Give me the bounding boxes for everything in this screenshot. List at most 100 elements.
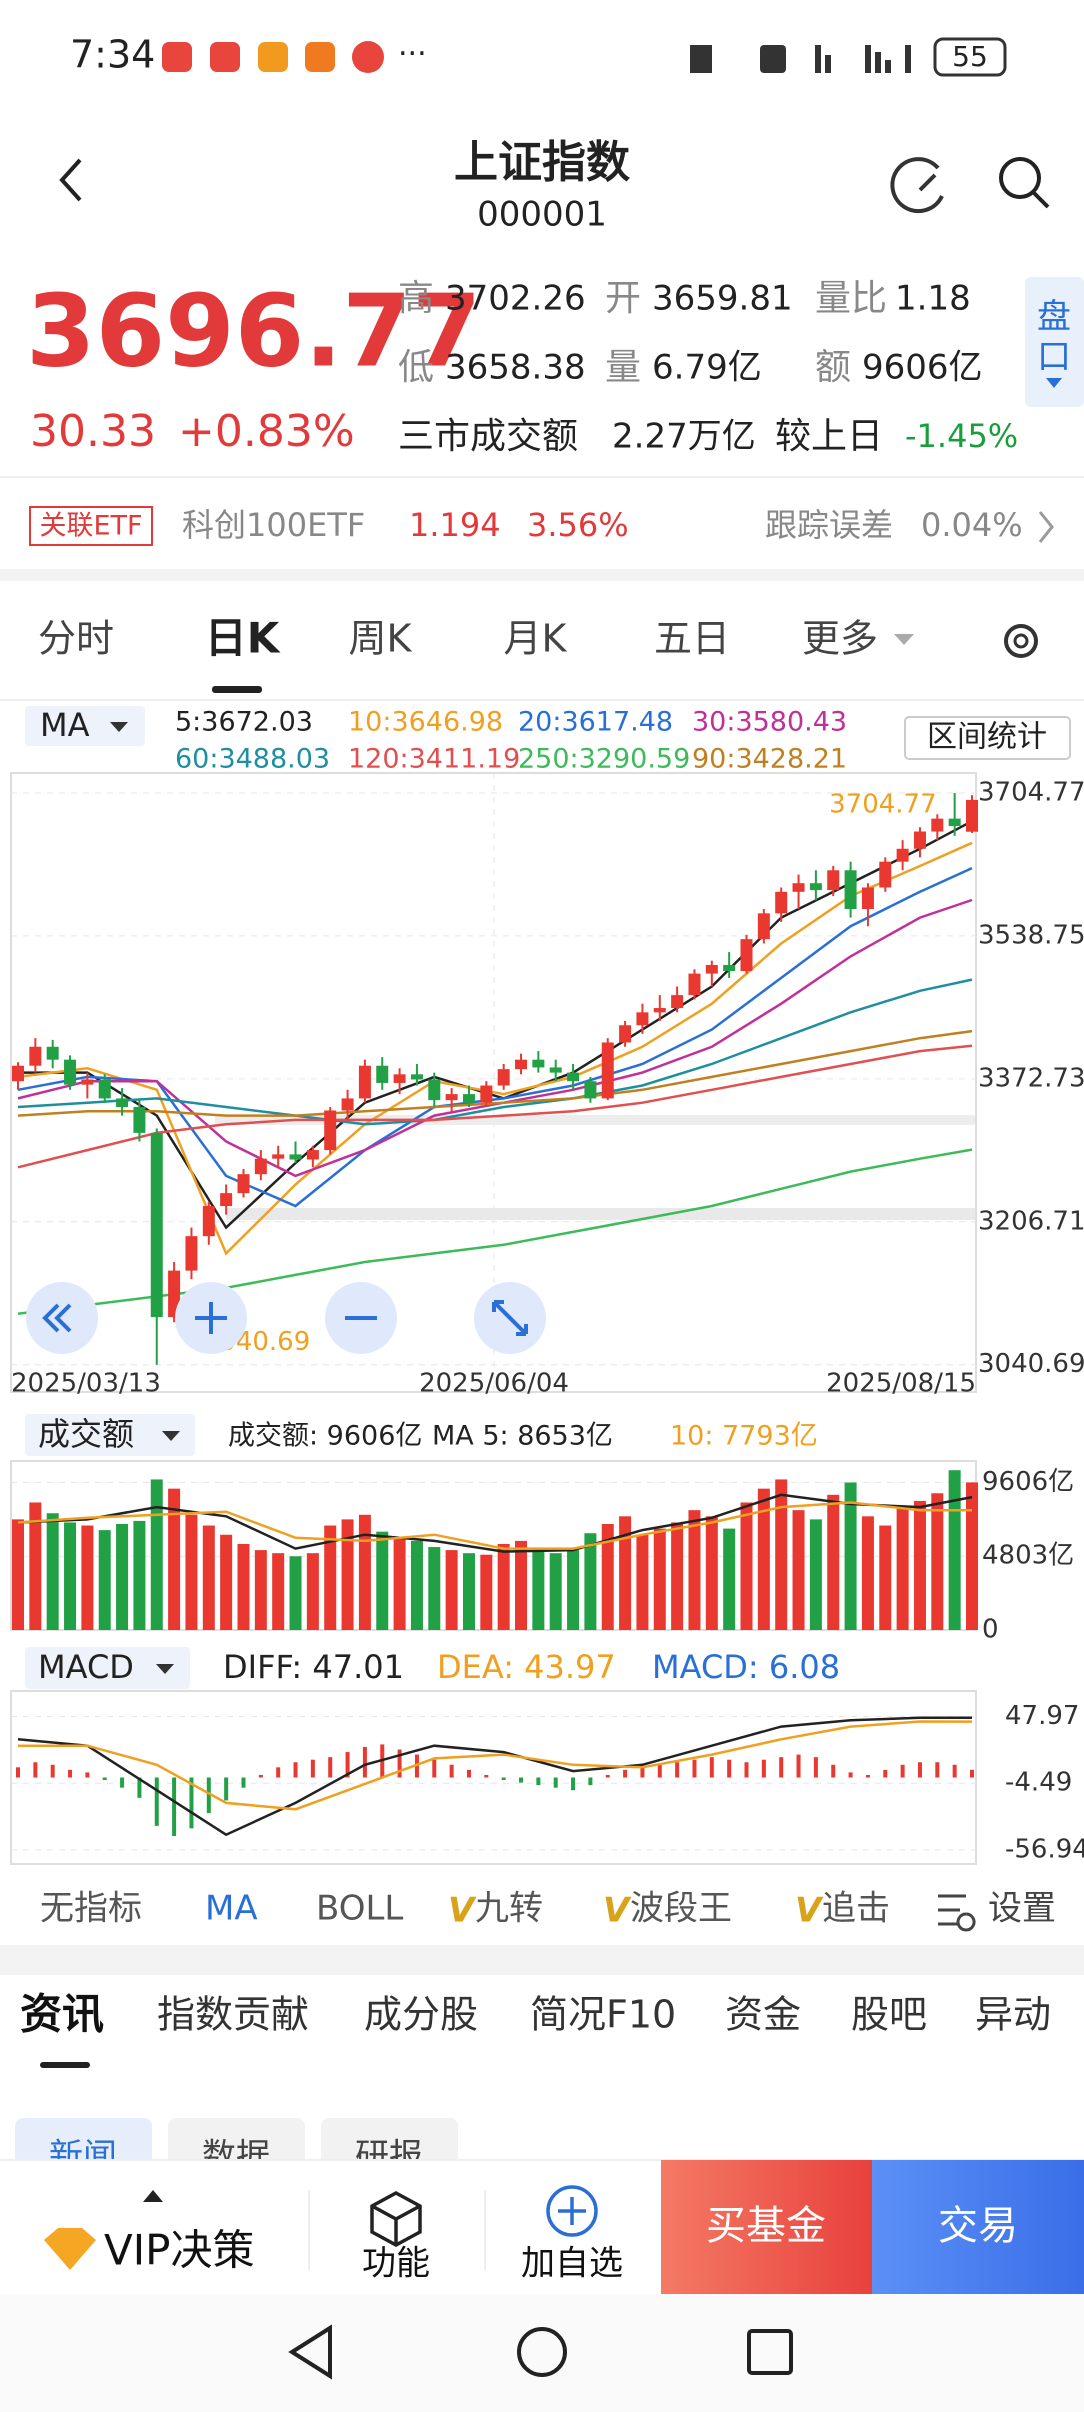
range-stat-button[interactable] [904, 716, 1071, 760]
section-gap [0, 569, 1084, 581]
period-tab[interactable]: 分时 [38, 617, 114, 661]
candle-body [497, 1069, 510, 1086]
nav-home[interactable] [517, 2327, 567, 2377]
indicator-settings[interactable]: 设置 [988, 1889, 1056, 1929]
candle-body [740, 939, 753, 972]
bottom-bar-label[interactable]: 加自选 [521, 2244, 623, 2284]
search-button[interactable] [999, 157, 1050, 209]
candle-body [81, 1079, 94, 1085]
stat-value: 3658.38 [445, 348, 586, 388]
volume-bar [341, 1519, 354, 1630]
nav-back[interactable] [288, 2324, 332, 2380]
period-tab[interactable]: 更多 [802, 617, 878, 661]
status-app-icons: ··· [162, 37, 427, 73]
candle-body [705, 964, 718, 974]
news-tab[interactable]: 资讯 [20, 1990, 104, 2039]
period-tab[interactable]: 日K [205, 614, 281, 663]
candle-body [237, 1174, 250, 1194]
candle-body [861, 887, 874, 910]
stat-value: 3702.26 [445, 279, 586, 319]
vip-mark: V [795, 1891, 824, 1931]
period-tab[interactable]: 五日 [654, 617, 730, 661]
candle-body [844, 870, 857, 910]
volume-bar [913, 1500, 926, 1630]
settings-gear[interactable] [1004, 624, 1038, 658]
news-tab[interactable]: 资金 [725, 1993, 801, 2037]
candle-body [462, 1094, 475, 1103]
volume-bar [966, 1482, 978, 1630]
candle-body [393, 1074, 406, 1083]
vip-icon [44, 2228, 96, 2270]
etf-tag: 关联ETF [39, 511, 142, 542]
news-tab[interactable]: 指数贡献 [157, 1993, 309, 2037]
ma-label: 120:3411.19 [348, 744, 520, 775]
volume-bar [358, 1514, 371, 1630]
back-button[interactable] [59, 158, 82, 202]
indicator-button[interactable] [25, 1414, 195, 1456]
charts: 3704.77 3538.75 3372.73 3206.71 3040.69 MA 5:3… [10, 706, 1084, 1865]
stat-label: 量 [605, 347, 641, 388]
candle-body [116, 1098, 129, 1108]
candle-body [601, 1042, 614, 1099]
stock-code: 000001 [477, 195, 607, 235]
trade-button[interactable] [872, 2160, 1084, 2294]
indicator-tab[interactable]: BOLL [316, 1889, 403, 1929]
volume-bar [879, 1525, 892, 1630]
candle-body [549, 1067, 562, 1073]
etf-name[interactable]: 科创100ETF [182, 506, 365, 544]
refresh-button[interactable] [890, 157, 944, 214]
indicator-tab[interactable]: 无指标 [40, 1889, 142, 1929]
indicator-tab[interactable]: 九转 [475, 1889, 543, 1929]
stat-label: 开 [605, 278, 641, 319]
news-tab-underline [40, 2062, 90, 2068]
period-tab[interactable]: 月K [504, 617, 568, 661]
ma-label: 10:3646.98 [348, 707, 503, 738]
volume-bar [861, 1516, 874, 1630]
bottom-bar-label[interactable]: 交易 [938, 2203, 1018, 2249]
volume-bar [324, 1525, 337, 1630]
news-tab[interactable]: 简况F10 [530, 1993, 676, 2037]
vip-mark: V [448, 1891, 477, 1931]
indicator-button[interactable] [25, 1647, 190, 1689]
indicator-tab[interactable]: MA [205, 1889, 258, 1929]
indicator-tab[interactable]: 追击 [822, 1889, 890, 1929]
candle-body [584, 1081, 597, 1099]
nav-recent[interactable] [747, 2329, 793, 2375]
y-tick-label: 9606亿 [982, 1467, 1074, 1497]
volume-bar [462, 1553, 475, 1630]
buy-fund-button[interactable] [661, 2160, 872, 2294]
indicator-tab[interactable]: 波段王 [630, 1889, 732, 1929]
indicator-line [17, 1501, 973, 1550]
bottom-bar-label[interactable]: 买基金 [706, 2203, 826, 2249]
candle-body [567, 1072, 580, 1082]
volume-bar [393, 1537, 406, 1630]
bottom-bar-label[interactable]: VIP决策 [104, 2226, 254, 2275]
candle-body [98, 1079, 111, 1099]
volume-bar [515, 1540, 528, 1630]
candle-body [410, 1074, 423, 1080]
y-tick-label: 3538.75 [978, 920, 1084, 950]
volume-bar [809, 1519, 822, 1630]
news-tab[interactable]: 异动 [975, 1993, 1051, 2037]
chart-buttons [26, 1282, 546, 1354]
volume-bar [445, 1550, 458, 1630]
volume-bar [29, 1502, 42, 1630]
stat-value: 3659.81 [652, 279, 793, 319]
y-tick-label: -56.94 [1005, 1834, 1084, 1864]
more-caret [894, 634, 914, 645]
indicator-button-label: MA [40, 706, 90, 744]
y-tick-label: -4.49 [1005, 1768, 1072, 1798]
candle-body [879, 861, 892, 888]
news-tab[interactable]: 成分股 [364, 1993, 478, 2037]
volume-bar [757, 1488, 770, 1630]
caret [110, 722, 128, 732]
indicator-button[interactable] [25, 706, 145, 746]
indicator-line [17, 1044, 973, 1169]
candle-body [64, 1059, 77, 1085]
candle-body [29, 1046, 42, 1066]
period-tab[interactable]: 周K [349, 617, 413, 661]
scroll-left-button[interactable] [26, 1282, 98, 1354]
news-tab[interactable]: 股吧 [851, 1993, 927, 2037]
bottom-bar-label[interactable]: 功能 [362, 2244, 430, 2284]
panel-button[interactable] [1025, 277, 1084, 407]
